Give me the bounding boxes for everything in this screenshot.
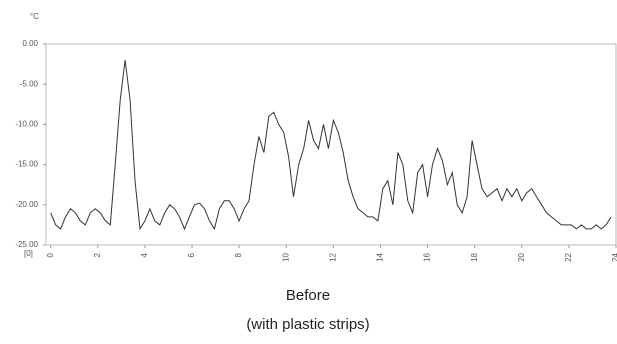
x-tick-label: 12 <box>328 252 337 261</box>
x-axis-label: [0] <box>24 249 33 258</box>
y-tick-label: -20.00 <box>15 200 38 209</box>
x-tick-label: 20 <box>517 252 526 261</box>
caption: (with plastic strips) <box>246 316 369 333</box>
x-tick-label: 24 <box>611 252 617 261</box>
x-tick-label: 0 <box>46 252 55 257</box>
x-tick-label: 6 <box>187 252 196 257</box>
caption: Before <box>286 287 330 304</box>
x-tick-label: 18 <box>470 252 479 261</box>
y-tick-label: -5.00 <box>20 79 39 88</box>
x-tick-label: 22 <box>564 252 573 261</box>
y-tick-label: 0.00 <box>22 39 38 48</box>
x-tick-label: 4 <box>140 252 149 257</box>
y-axis-label: °C <box>30 12 39 21</box>
y-tick-label: -25.00 <box>15 240 38 249</box>
x-tick-label: 8 <box>234 252 243 257</box>
x-tick-label: 14 <box>376 252 385 261</box>
x-tick-label: 16 <box>423 252 432 261</box>
plot-frame <box>45 43 617 246</box>
x-tick-label: 2 <box>93 252 102 257</box>
y-tick-label: -15.00 <box>15 160 38 169</box>
data-line <box>50 60 612 231</box>
y-tick-label: -10.00 <box>15 120 38 129</box>
x-tick-label: 10 <box>281 252 290 261</box>
